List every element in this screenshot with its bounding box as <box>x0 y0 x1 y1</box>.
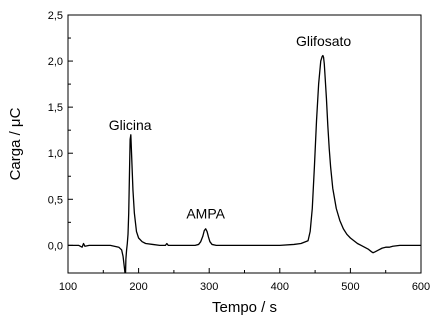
x-tick-label: 300 <box>200 281 218 293</box>
y-tick-label: 0,5 <box>48 194 63 206</box>
y-axis-title: Carga / μC <box>7 107 24 180</box>
plot-frame <box>67 14 422 274</box>
y-tick-label: 2,0 <box>48 56 63 68</box>
y-tick-label: 2,5 <box>48 10 63 22</box>
y-tick-label: 1,5 <box>48 102 63 114</box>
plot-area: 100 200 300 400 500 600 0,0 0,5 1,0 1,5 2,0 2,5 Glic… <box>48 10 430 293</box>
peak-label: Glicina <box>109 117 152 133</box>
x-tick-label: 400 <box>271 281 289 293</box>
x-tick-label: 500 <box>341 281 359 293</box>
x-tick-label: 100 <box>59 281 77 293</box>
data-line <box>68 54 421 273</box>
y-tick-label: 1,0 <box>48 148 63 160</box>
peak-label: AMPA <box>186 205 225 221</box>
x-tick-label: 600 <box>412 281 430 293</box>
x-axis-title: Tempo / s <box>212 299 277 316</box>
y-tick-label: 0,0 <box>48 240 63 252</box>
x-tick-label: 200 <box>129 281 147 293</box>
peak-label: Glifosato <box>296 33 351 49</box>
